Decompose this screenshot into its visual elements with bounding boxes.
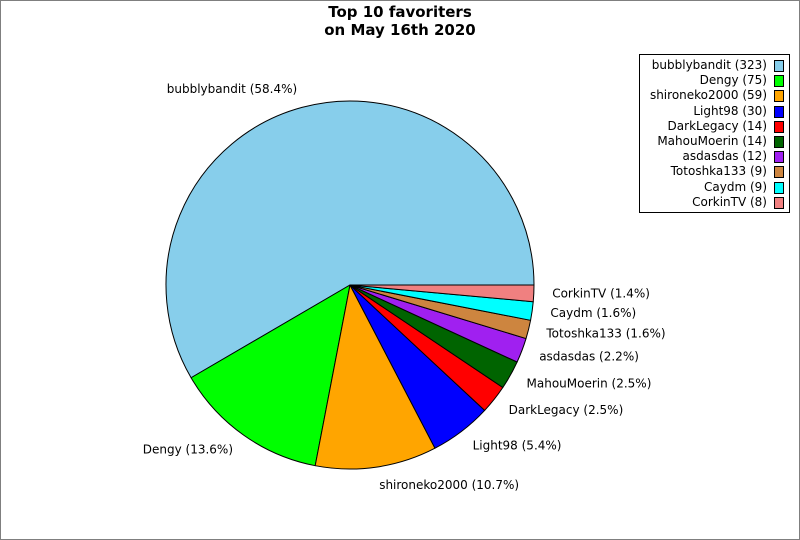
chart-title: Top 10 favoriters on May 16th 2020 — [0, 3, 800, 39]
pie-label-caydm: Caydm (1.6%) — [550, 306, 636, 320]
pie-label-shironeko2000: shironeko2000 (10.7%) — [379, 478, 519, 492]
legend-label: asdasdas (12) — [682, 149, 768, 164]
pie-slice-corkintv — [349, 284, 535, 303]
pie-slice-shironeko2000 — [314, 284, 436, 470]
pie-label-bubblybandit: bubblybandit (58.4%) — [167, 82, 297, 96]
legend-item-light98: Light98 (30) — [640, 104, 789, 119]
legend-item-corkintv: CorkinTV (8) — [640, 195, 789, 210]
pie-label-asdasdas: asdasdas (2.2%) — [539, 350, 639, 364]
legend-item-mahoumoerin: MahouMoerin (14) — [640, 134, 789, 149]
legend-item-totoshka133: Totoshka133 (9) — [640, 164, 789, 179]
legend-label: Dengy (75) — [699, 73, 767, 88]
legend-swatch — [774, 90, 784, 103]
legend-item-bubblybandit: bubblybandit (323) — [640, 58, 789, 73]
legend-swatch — [774, 166, 784, 179]
legend-label: Caydm (9) — [704, 179, 767, 194]
chart-title-line-2: on May 16th 2020 — [324, 21, 476, 39]
legend-label: bubblybandit (323) — [651, 58, 767, 72]
legend-label: Light98 (30) — [693, 103, 767, 118]
legend-item-darklegacy: DarkLegacy (14) — [640, 119, 789, 134]
legend-swatch — [774, 75, 784, 88]
legend-swatch — [774, 181, 784, 194]
legend-swatch — [774, 136, 784, 148]
legend-item-asdasdas: asdasdas (12) — [640, 149, 789, 164]
legend-item-dengy: Dengy (75) — [640, 73, 789, 88]
legend-item-shironeko2000: shironeko2000 (59) — [640, 88, 789, 103]
legend-label: MahouMoerin (14) — [657, 134, 767, 148]
legend-swatch — [774, 60, 784, 72]
pie-label-darklegacy: DarkLegacy (2.5%) — [509, 403, 624, 417]
legend-swatch — [774, 120, 784, 133]
legend-item-caydm: Caydm (9) — [640, 180, 789, 195]
legend-label: shironeko2000 (59) — [649, 88, 767, 103]
pie-label-corkintv: CorkinTV (1.4%) — [552, 287, 650, 301]
legend-swatch — [774, 105, 784, 118]
legend-swatch — [774, 151, 784, 164]
pie-slice-dengy — [190, 284, 351, 467]
legend-label: CorkinTV (8) — [692, 194, 767, 209]
pie-label-dengy: Dengy (13.6%) — [143, 443, 233, 457]
pie-label-light98: Light98 (5.4%) — [473, 439, 562, 453]
chart-title-line-1: Top 10 favoriters — [328, 3, 472, 21]
legend: bubblybandit (323) Dengy (75) shironeko200… — [639, 54, 790, 213]
pie-slice-bubblybandit — [165, 100, 535, 379]
legend-swatch — [774, 196, 784, 209]
legend-label: DarkLegacy (14) — [667, 118, 767, 133]
pie-label-mahoumoerin: MahouMoerin (2.5%) — [527, 377, 652, 391]
pie-label-totoshka133: Totoshka133 (1.6%) — [545, 327, 665, 341]
legend-label: Totoshka133 (9) — [670, 164, 767, 179]
